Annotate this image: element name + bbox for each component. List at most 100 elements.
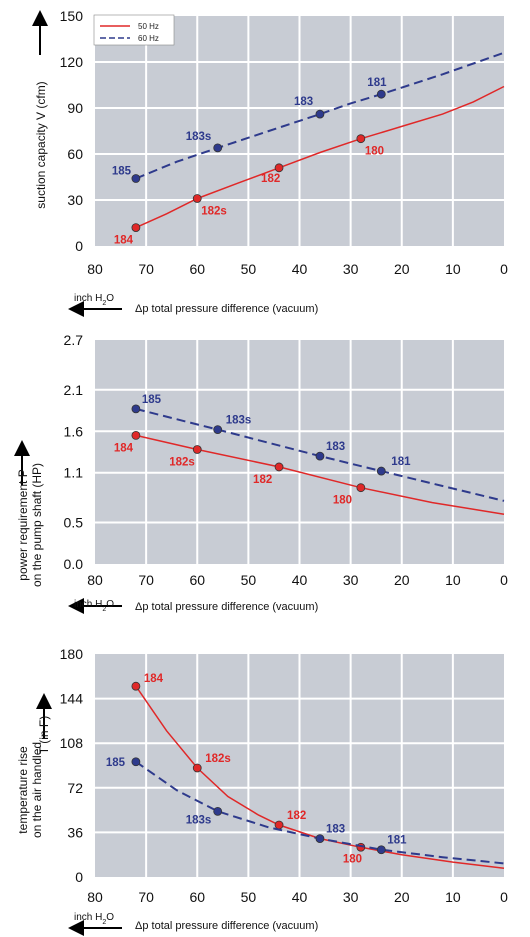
x-tick-label: 80 bbox=[87, 889, 103, 905]
y-tick-label: 2.1 bbox=[64, 382, 84, 398]
legend: 50 Hz 60 Hz bbox=[93, 14, 175, 46]
legend-box bbox=[93, 14, 175, 46]
x-axis-label: Δp total pressure difference (vacuum) bbox=[135, 920, 318, 932]
series-line-50hz bbox=[135, 85, 505, 229]
y-axis-label-line1: power requirement P bbox=[16, 469, 30, 580]
x-tick-label: 70 bbox=[138, 261, 154, 277]
y-axis-label-line2: on the air handled bbox=[30, 742, 44, 838]
x-tick-label: 30 bbox=[343, 261, 359, 277]
y-tick-label: 144 bbox=[60, 691, 84, 707]
y-tick-label: 36 bbox=[67, 824, 83, 840]
data-point-label: 184 bbox=[114, 235, 134, 247]
data-point-label: 180 bbox=[343, 853, 362, 865]
data-point-label: 182s bbox=[169, 457, 195, 469]
x-tick-label: 70 bbox=[138, 572, 154, 588]
legend-label-60hz: 60 Hz bbox=[138, 34, 159, 43]
x-tick-label: 80 bbox=[87, 261, 103, 277]
y-tick-label: 150 bbox=[60, 8, 84, 24]
data-point-184 bbox=[131, 681, 141, 691]
data-point-183s bbox=[213, 143, 223, 153]
data-point-label: 185 bbox=[112, 166, 132, 178]
y-axis-label-line2: on the pump shaft (HP) bbox=[30, 463, 44, 587]
y-tick-label: 2.7 bbox=[64, 332, 84, 348]
data-point-label: 180 bbox=[365, 146, 384, 158]
data-point-183s bbox=[213, 425, 223, 435]
data-point-label: 183s bbox=[226, 415, 252, 427]
x-tick-label: 50 bbox=[241, 261, 257, 277]
y-tick-label: 90 bbox=[67, 100, 83, 116]
data-point-182s bbox=[192, 763, 202, 773]
y-tick-label: 108 bbox=[60, 735, 84, 751]
data-point-182 bbox=[274, 820, 284, 830]
data-point-label: 183 bbox=[294, 96, 313, 108]
data-point-183 bbox=[315, 834, 325, 843]
y-tick-label: 0 bbox=[75, 869, 83, 885]
data-point-label: 181 bbox=[367, 77, 387, 89]
y-tick-label: 120 bbox=[60, 54, 84, 70]
x-tick-label: 30 bbox=[343, 572, 359, 588]
x-tick-label: 10 bbox=[445, 889, 461, 905]
data-point-184 bbox=[131, 431, 141, 440]
y-tick-label: 72 bbox=[67, 780, 83, 796]
x-tick-label: 60 bbox=[189, 889, 205, 905]
data-point-184 bbox=[131, 223, 141, 233]
x-tick-label: 60 bbox=[189, 572, 205, 588]
data-point-183s bbox=[213, 806, 223, 816]
data-point-185 bbox=[131, 174, 141, 183]
y-tick-label: 180 bbox=[60, 646, 84, 662]
y-tick-label: 0.0 bbox=[64, 556, 84, 572]
series-line-60hz bbox=[135, 51, 505, 180]
data-point-182s bbox=[192, 445, 202, 454]
data-point-183 bbox=[315, 109, 325, 119]
legend-label-50hz: 50 Hz bbox=[138, 22, 159, 31]
x-tick-label: 50 bbox=[241, 572, 257, 588]
x-tick-label: 0 bbox=[500, 889, 508, 905]
x-tick-label: 0 bbox=[500, 572, 508, 588]
data-point-181 bbox=[376, 89, 386, 99]
data-point-label: 181 bbox=[391, 456, 411, 468]
y-axis-label: suction capacity V (cfm) bbox=[34, 81, 48, 208]
data-point-183 bbox=[315, 451, 325, 461]
data-point-181 bbox=[376, 466, 386, 476]
series-line-50hz bbox=[135, 434, 505, 515]
temperature-rise-chart: 80 70 60 50 40 30 20 10 0 0 36 72 108 144 180 184 182s 18… bbox=[16, 646, 508, 936]
series-line-60hz bbox=[135, 760, 505, 865]
data-point-label: 180 bbox=[333, 495, 352, 507]
x-tick-label: 20 bbox=[394, 572, 410, 588]
data-point-label: 184 bbox=[114, 442, 134, 454]
x-tick-label: 30 bbox=[343, 889, 359, 905]
data-point-label: 182 bbox=[287, 810, 306, 822]
y-tick-label: 1.1 bbox=[64, 465, 84, 481]
data-point-180 bbox=[356, 483, 366, 493]
data-point-label: 185 bbox=[106, 757, 126, 769]
data-point-label: 182 bbox=[261, 173, 280, 185]
data-point-label: 182 bbox=[253, 474, 272, 486]
x-tick-label: 40 bbox=[292, 261, 308, 277]
data-point-label: 182s bbox=[205, 753, 231, 765]
x-tick-label: 10 bbox=[445, 572, 461, 588]
x-tick-label: 10 bbox=[445, 261, 461, 277]
data-point-181 bbox=[376, 845, 386, 855]
y-tick-label: 0 bbox=[75, 238, 83, 254]
power-requirement-chart: 80 70 60 50 40 30 20 10 0 0.0 0.5 1.1 1.6 2.1 2.7 184 18… bbox=[14, 332, 508, 614]
data-point-label: 182s bbox=[201, 205, 227, 217]
data-point-182s bbox=[192, 194, 202, 203]
pressure-unit-label: inch H2O bbox=[74, 599, 114, 613]
data-point-185 bbox=[131, 757, 141, 767]
x-axis-label: Δp total pressure difference (vacuum) bbox=[135, 601, 318, 613]
pressure-unit-label: inch H2O bbox=[74, 912, 114, 926]
y-axis-label-symbol: T (in F) bbox=[37, 716, 51, 754]
data-point-label: 183s bbox=[186, 131, 212, 143]
x-tick-label: 20 bbox=[394, 889, 410, 905]
x-tick-label: 80 bbox=[87, 572, 103, 588]
data-point-182 bbox=[274, 163, 284, 173]
data-point-label: 184 bbox=[144, 673, 164, 685]
x-tick-label: 40 bbox=[292, 572, 308, 588]
data-point-185 bbox=[131, 404, 141, 414]
x-tick-label: 60 bbox=[189, 261, 205, 277]
pressure-unit-label: inch H2O bbox=[74, 293, 114, 307]
x-tick-label: 50 bbox=[241, 889, 257, 905]
data-point-label: 183 bbox=[326, 824, 345, 836]
x-tick-label: 70 bbox=[138, 889, 154, 905]
data-point-180 bbox=[356, 134, 366, 144]
